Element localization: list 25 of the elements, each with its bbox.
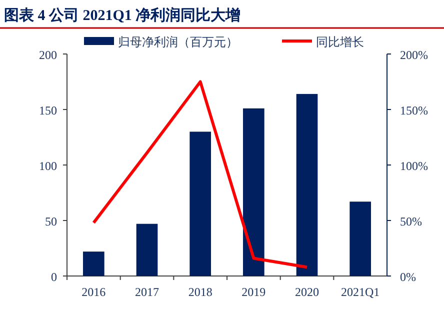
bar — [243, 108, 264, 276]
y2-tick-label: 150% — [400, 104, 428, 118]
y2-tick-label: 0% — [400, 270, 416, 284]
y-tick-label: 0 — [51, 270, 57, 284]
bar — [190, 132, 211, 276]
legend-label: 归母净利润（百万元） — [118, 35, 238, 49]
x-tick-label: 2017 — [135, 285, 159, 299]
x-tick-label: 2019 — [242, 285, 266, 299]
legend-label: 同比增长 — [316, 35, 364, 49]
y-tick-label: 200 — [39, 48, 57, 62]
y-tick-label: 100 — [39, 159, 57, 173]
x-tick-label: 2021Q1 — [340, 285, 380, 299]
x-tick-label: 2016 — [82, 285, 106, 299]
bar — [350, 202, 371, 276]
y2-tick-label: 50% — [400, 214, 422, 228]
bar — [296, 94, 318, 276]
y2-tick-label: 200% — [400, 48, 428, 62]
y2-tick-label: 100% — [400, 159, 428, 173]
x-tick-label: 2018 — [188, 285, 212, 299]
y-tick-label: 150 — [39, 104, 57, 118]
title: 图表 4 公司 2021Q1 净利润同比大增 — [4, 8, 241, 24]
x-tick-label: 2020 — [295, 285, 319, 299]
bar — [83, 252, 104, 276]
y-tick-label: 50 — [45, 214, 57, 228]
bar — [136, 224, 158, 276]
